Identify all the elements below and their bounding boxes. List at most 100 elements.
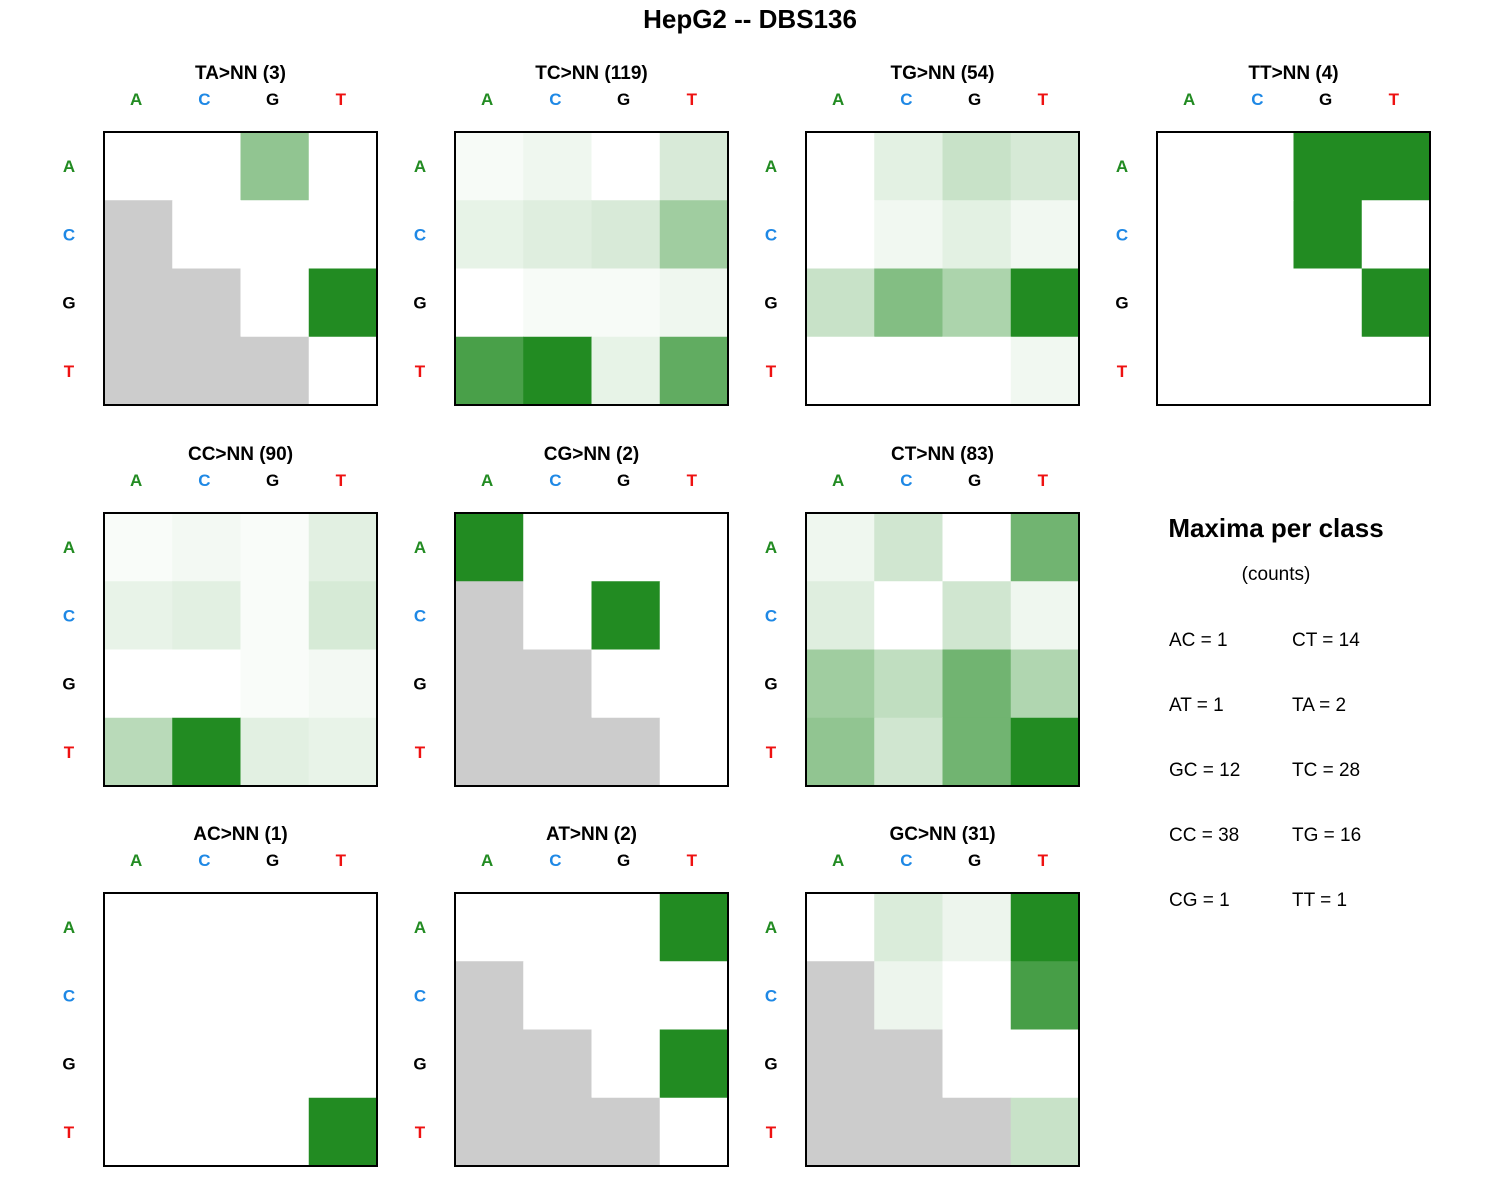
heatmap-cell [172, 1097, 241, 1167]
heatmap-cell [308, 1029, 378, 1099]
row-label: T [64, 743, 75, 762]
column-label: C [198, 851, 210, 870]
heatmap-cell [874, 513, 943, 582]
legend-entry: TG = 16 [1292, 825, 1362, 846]
column-label: C [1251, 90, 1263, 109]
column-label: C [198, 471, 210, 490]
heatmap-cell [1225, 336, 1294, 406]
heatmap-cell [455, 717, 524, 787]
column-label: T [687, 851, 698, 870]
panel-title: TT>NN (4) [1248, 63, 1338, 84]
row-label: G [413, 294, 426, 313]
heatmap-cell [308, 961, 378, 1030]
heatmap-cell [1157, 268, 1226, 338]
panel-title: CG>NN (2) [544, 444, 640, 465]
column-label: C [549, 471, 561, 490]
heatmap-cell [308, 649, 378, 719]
heatmap-cell [659, 961, 729, 1030]
column-label: C [900, 851, 912, 870]
heatmap-cell [806, 649, 875, 719]
heatmap-cell [308, 1097, 378, 1167]
heatmap-cell [1010, 717, 1080, 787]
heatmap-cell [104, 717, 173, 787]
row-label: G [764, 1055, 777, 1074]
heatmap-cell [806, 893, 875, 962]
legend-entry: CG = 1 [1169, 890, 1230, 911]
heatmap-cell [240, 200, 310, 269]
row-label: A [63, 538, 75, 557]
column-label: A [481, 90, 493, 109]
column-label: A [130, 90, 142, 109]
heatmap-cell [240, 649, 310, 719]
heatmap-cell [1010, 961, 1080, 1030]
heatmap-cell [240, 961, 310, 1030]
heatmap-cell [1157, 200, 1226, 269]
row-label: C [414, 225, 426, 244]
heatmap-cell [806, 581, 875, 650]
heatmap-cell [874, 581, 943, 650]
column-label: T [336, 90, 347, 109]
row-label: T [766, 362, 777, 381]
legend-entry: TA = 2 [1292, 695, 1347, 716]
heatmap-cell [455, 893, 524, 962]
heatmap-cell [942, 1097, 1012, 1167]
heatmap-cell [104, 649, 173, 719]
heatmap-cell [1293, 132, 1363, 201]
heatmap-cell [591, 200, 661, 269]
heatmap-cell [659, 1097, 729, 1167]
heatmap-cell [806, 1097, 875, 1167]
row-label: C [1116, 225, 1128, 244]
column-label: C [900, 471, 912, 490]
row-label: G [764, 675, 777, 694]
column-label: T [1038, 471, 1049, 490]
row-label: T [64, 362, 75, 381]
column-label: T [687, 90, 698, 109]
heatmap-cell [308, 268, 378, 338]
row-label: C [765, 986, 777, 1005]
heatmap-cell [308, 132, 378, 201]
heatmap-cell [1010, 132, 1080, 201]
column-label: G [968, 471, 981, 490]
column-label: G [968, 851, 981, 870]
panel-frame [103, 892, 378, 1167]
heatmap-cell [523, 1097, 592, 1167]
legend-entry: GC = 12 [1169, 760, 1241, 781]
panel-frame [454, 512, 729, 787]
heatmap-cell [806, 717, 875, 787]
heatmap-cell [172, 961, 241, 1030]
heatmap-cell [659, 513, 729, 582]
heatmap-cell [308, 200, 378, 269]
heatmap-cell [523, 893, 592, 962]
panel-title: TA>NN (3) [195, 63, 286, 84]
heatmap-cell [308, 581, 378, 650]
heatmap-cell [1361, 200, 1431, 269]
row-label: G [1115, 294, 1128, 313]
column-label: G [617, 851, 630, 870]
heatmap-cell [104, 1097, 173, 1167]
heatmap-cell [874, 200, 943, 269]
heatmap-cell [172, 649, 241, 719]
heatmap-cell [1010, 1029, 1080, 1099]
panel-frame [103, 131, 378, 406]
heatmap-cell [172, 268, 241, 338]
heatmap-cell [874, 649, 943, 719]
heatmap-cell [659, 268, 729, 338]
heatmap-cell [942, 132, 1012, 201]
heatmap-cell [659, 336, 729, 406]
column-label: G [266, 90, 279, 109]
heatmap-cell [455, 132, 524, 201]
column-label: A [832, 90, 844, 109]
heatmap-cell [523, 717, 592, 787]
heatmap-cell [172, 1029, 241, 1099]
column-label: G [266, 471, 279, 490]
heatmap-cell [172, 132, 241, 201]
column-label: T [1038, 851, 1049, 870]
heatmap-cell [806, 336, 875, 406]
heatmap-cell [1361, 336, 1431, 406]
column-label: A [832, 471, 844, 490]
panel-title: TG>NN (54) [891, 63, 995, 84]
heatmap-cell [874, 132, 943, 201]
heatmap-cell [1157, 132, 1226, 201]
heatmap-cell [659, 649, 729, 719]
panel-frame [1156, 131, 1431, 406]
